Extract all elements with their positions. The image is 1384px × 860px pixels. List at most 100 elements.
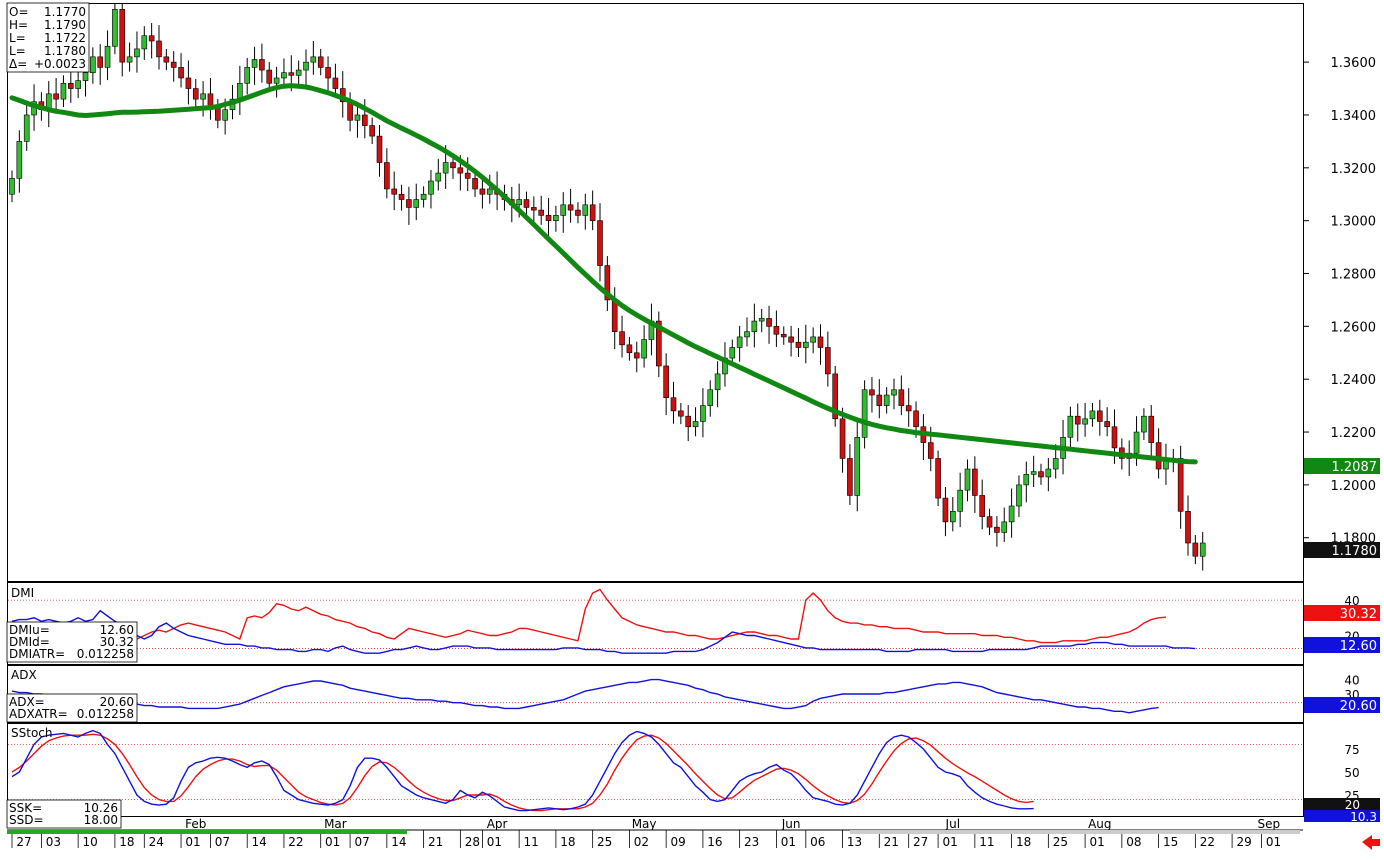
adx-panel-frame <box>7 665 1304 723</box>
candle <box>163 48 170 71</box>
candle <box>1001 507 1008 542</box>
candle <box>1030 455 1037 487</box>
candle <box>119 3 126 77</box>
candle-body <box>1104 421 1110 428</box>
arrow-left-icon[interactable] <box>1362 835 1380 850</box>
candle <box>53 77 59 112</box>
main-panel-frame <box>7 3 1304 582</box>
candle-body <box>420 193 427 200</box>
candle-body <box>854 437 861 496</box>
candle <box>655 311 662 378</box>
scroll-bar[interactable] <box>7 830 407 834</box>
dmi-plus-line <box>11 609 1196 654</box>
candle <box>435 158 442 191</box>
candle-body <box>23 114 30 142</box>
date-tick-label: 25 <box>597 835 612 849</box>
date-tick-label: 24 <box>149 835 164 849</box>
ssk-line <box>11 729 1034 812</box>
date-tick-label: 15 <box>1163 835 1178 849</box>
candle <box>560 192 567 233</box>
adx-label: 20.60 <box>1340 699 1377 714</box>
candle <box>670 381 677 424</box>
candle-body <box>531 207 537 211</box>
candle <box>531 196 537 225</box>
candle <box>994 516 1000 547</box>
candle <box>420 186 427 208</box>
moving-average-line <box>9 83 1198 465</box>
adx-readout: ADX= 20.60 ADXATR= 0.012258 <box>6 693 138 723</box>
candle-body <box>972 468 978 496</box>
sstoch-readout-label: SSK= <box>9 801 42 815</box>
ohlc-readout-label: H= <box>9 18 28 32</box>
ssk-badge <box>1304 810 1380 822</box>
candle-body <box>391 188 398 195</box>
candle-body <box>516 199 522 206</box>
candle-body <box>575 209 581 216</box>
candle <box>692 407 699 437</box>
candle-body <box>472 178 478 190</box>
candle-body <box>935 458 941 499</box>
candle-body <box>406 199 412 208</box>
date-tick-label: 10 <box>83 835 98 849</box>
candle <box>200 81 206 117</box>
date-tick-label: 01 <box>325 835 340 849</box>
price-tick-label: 1.3200 <box>1331 162 1377 177</box>
candle <box>134 31 140 73</box>
candle-body <box>1067 415 1074 438</box>
price-tick-label: 1.2600 <box>1331 320 1377 335</box>
date-tick-label: 13 <box>847 835 862 849</box>
candle-body <box>273 77 280 84</box>
candle-body <box>244 67 250 84</box>
candle-body <box>927 442 934 459</box>
adx-readout-value: 20.60 <box>100 695 134 709</box>
candle <box>847 444 853 505</box>
candle-body <box>317 56 324 68</box>
candle-body <box>457 167 464 174</box>
candle <box>428 169 434 209</box>
candle <box>479 177 486 209</box>
candle-body <box>685 415 692 428</box>
date-tick-label: 14 <box>252 835 267 849</box>
candle <box>295 60 302 87</box>
dmi-readout-value: 30.32 <box>100 635 134 649</box>
adx-readout-label: ADXATR= <box>9 707 68 721</box>
candle-body <box>1052 458 1059 470</box>
ohlc-readout-label: O= <box>9 5 29 19</box>
candle-body <box>295 69 302 76</box>
candle-body <box>729 347 736 359</box>
indicator-tick-label: 40 <box>1344 594 1359 608</box>
candle <box>979 479 986 530</box>
candle <box>582 193 589 230</box>
candle <box>575 202 581 224</box>
candle-body <box>281 72 287 79</box>
candlestick-series <box>9 3 1206 571</box>
indicator-tick-label: 50 <box>1344 766 1359 780</box>
candle <box>678 402 684 425</box>
candle-body <box>16 141 23 179</box>
price-tick-label: 1.2800 <box>1331 268 1377 283</box>
candle-body <box>655 320 662 367</box>
candle-body <box>97 56 103 68</box>
candle <box>861 380 868 449</box>
price-tick-label: 1.2200 <box>1331 426 1377 441</box>
candle-body <box>9 178 15 195</box>
candle <box>700 388 706 438</box>
candle <box>339 71 346 118</box>
candle-body <box>53 93 59 100</box>
candle-body <box>75 80 81 89</box>
candle <box>1008 488 1015 538</box>
candle-body <box>700 405 706 422</box>
price-axis: 1.3600 1.3400 1.3200 1.3000 1.2800 1.2600 1.24… <box>1303 56 1376 547</box>
candle <box>23 100 30 151</box>
ssd-line <box>11 733 1034 812</box>
candle-body <box>817 336 824 348</box>
date-tick-label: 01 <box>942 835 957 849</box>
candle-body <box>707 389 714 406</box>
candle-body <box>641 339 647 359</box>
candle-body <box>266 69 273 84</box>
candle <box>935 450 941 507</box>
adx-readout-box <box>6 693 138 723</box>
candle <box>170 51 177 82</box>
ohlc-readout: O= 1.1770 H= 1.1790 L= 1.1722 L= 1.1780 Δ= +0.002… <box>6 2 90 73</box>
